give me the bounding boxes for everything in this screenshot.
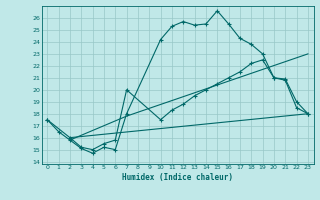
X-axis label: Humidex (Indice chaleur): Humidex (Indice chaleur): [122, 173, 233, 182]
